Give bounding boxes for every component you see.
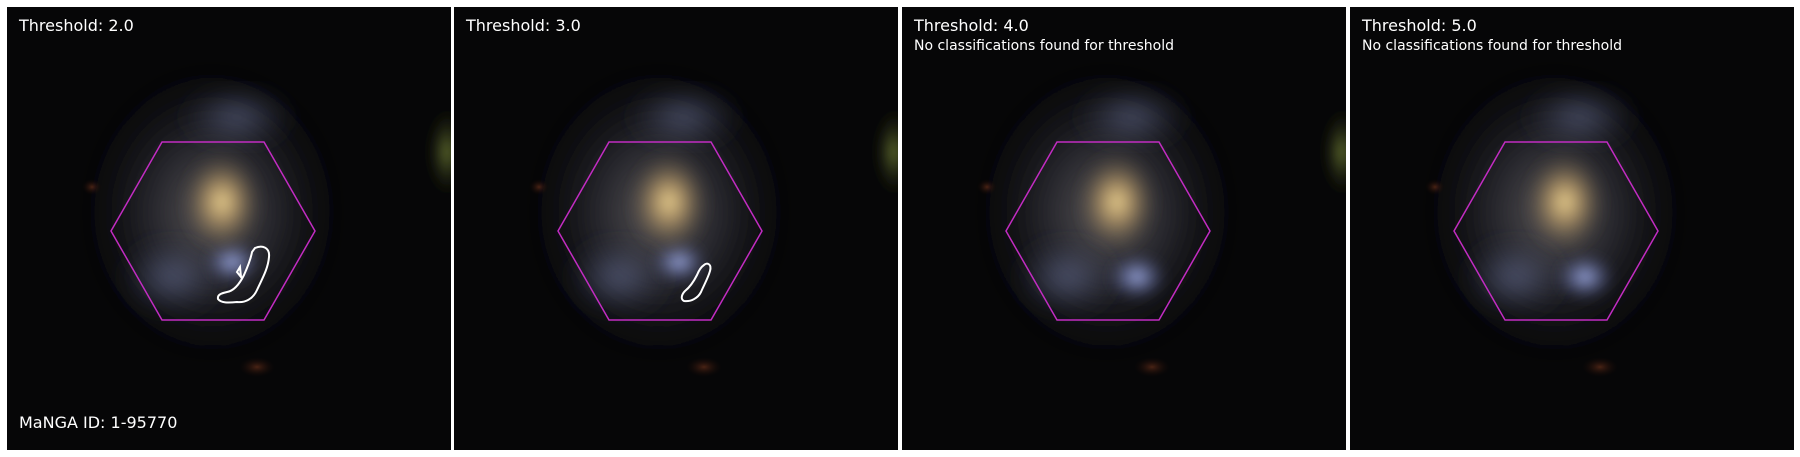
manga-id-label: MaNGA ID: 1-95770 bbox=[19, 413, 178, 432]
galaxy-image bbox=[1350, 7, 1794, 450]
ifu-hexagon bbox=[1453, 141, 1659, 321]
ifu-hexagon bbox=[1005, 141, 1211, 321]
no-classifications-note: No classifications found for threshold bbox=[1362, 38, 1622, 54]
classification-contour bbox=[680, 262, 712, 303]
classification-contour bbox=[216, 245, 271, 304]
panel-threshold-4: Threshold: 5.0 No classifications found … bbox=[1350, 7, 1794, 450]
panel-threshold-3: Threshold: 4.0 No classifications found … bbox=[902, 7, 1346, 450]
threshold-title: Threshold: 3.0 bbox=[466, 16, 581, 35]
ifu-hexagon bbox=[110, 141, 316, 321]
threshold-title: Threshold: 4.0 bbox=[914, 16, 1029, 35]
galaxy-image bbox=[902, 7, 1346, 450]
galaxy-image bbox=[7, 7, 451, 450]
no-classifications-note: No classifications found for threshold bbox=[914, 38, 1174, 54]
panel-threshold-1: Threshold: 2.0 MaNGA ID: 1-95770 bbox=[7, 7, 451, 450]
threshold-title: Threshold: 2.0 bbox=[19, 16, 134, 35]
threshold-title: Threshold: 5.0 bbox=[1362, 16, 1477, 35]
panel-threshold-2: Threshold: 3.0 bbox=[454, 7, 898, 450]
ifu-hexagon bbox=[557, 141, 763, 321]
galaxy-image bbox=[454, 7, 898, 450]
